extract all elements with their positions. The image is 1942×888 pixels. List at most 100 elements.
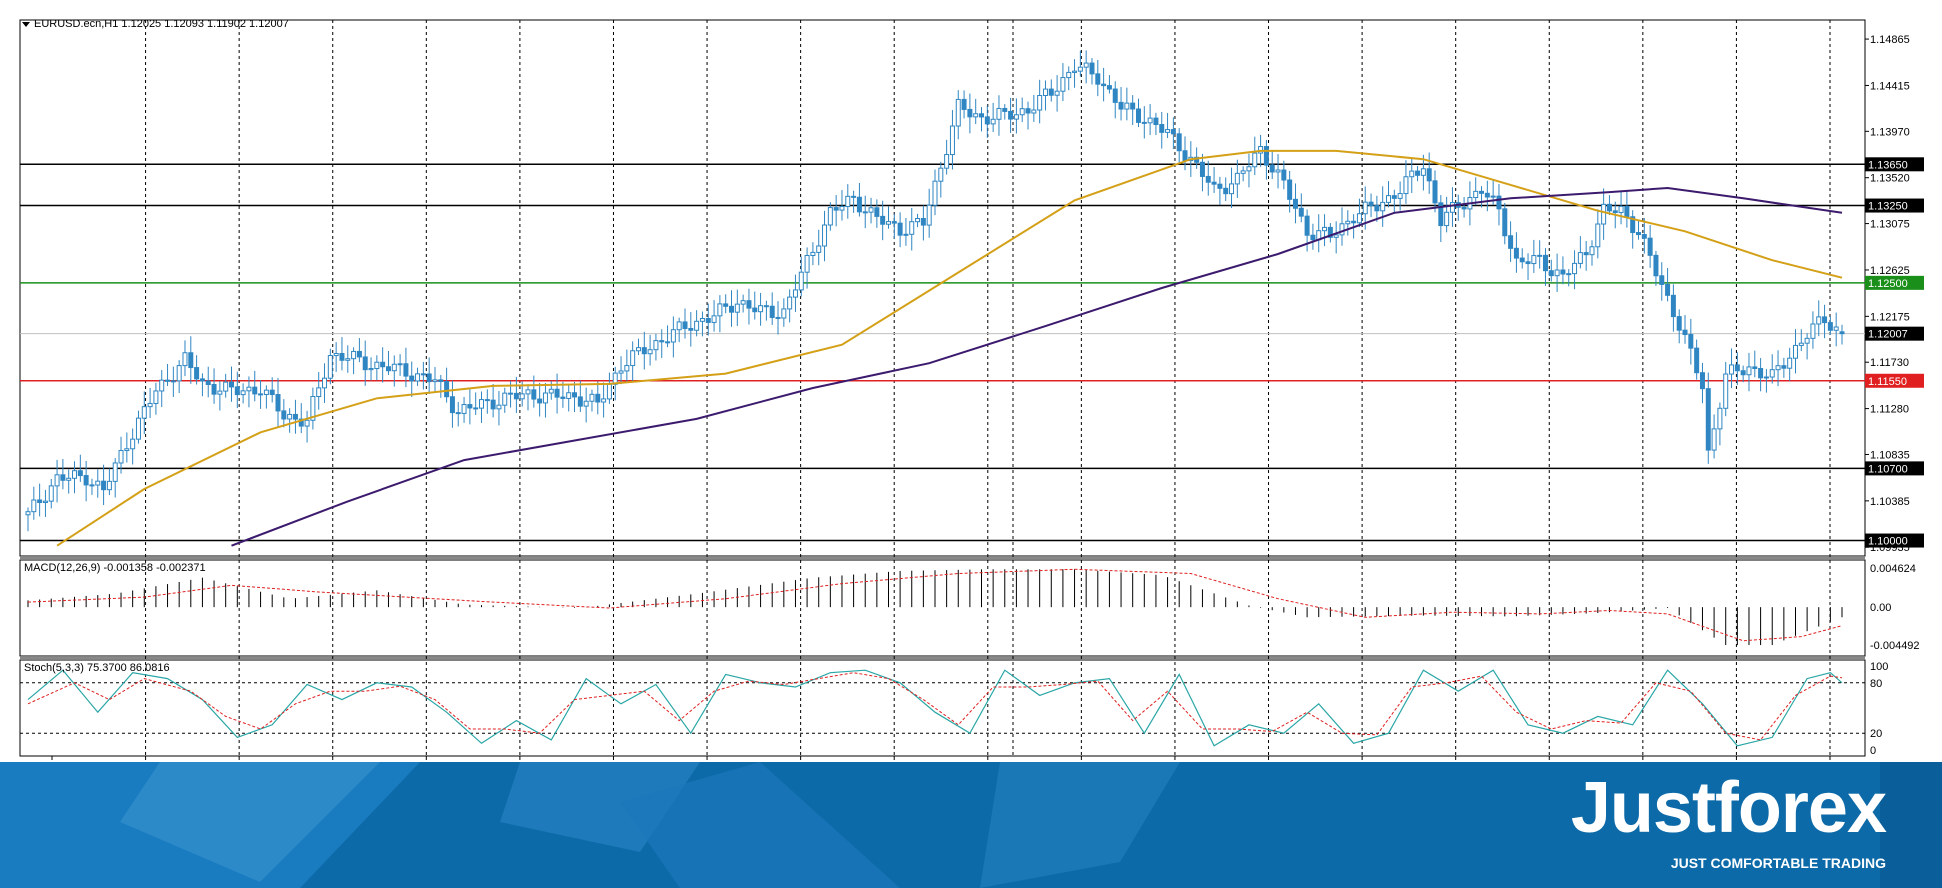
- candle-body: [101, 480, 107, 491]
- stoch-axis-label: 0: [1870, 745, 1876, 757]
- candle-body: [473, 407, 479, 410]
- macd-label: MACD(12,26,9) -0.001358 -0.002371: [24, 562, 206, 574]
- candle-body: [1502, 208, 1508, 237]
- candle-body: [403, 363, 409, 377]
- candle-body: [1810, 323, 1816, 339]
- candle-body: [444, 381, 450, 398]
- candle-body: [560, 396, 566, 399]
- candle-body: [798, 271, 804, 291]
- candle-body: [205, 380, 211, 385]
- candle-body: [868, 207, 874, 213]
- candle-body: [1775, 365, 1781, 371]
- candle-body: [374, 361, 380, 370]
- candle-body: [1763, 376, 1769, 379]
- candle-body: [659, 340, 665, 343]
- candle-body: [1630, 216, 1636, 234]
- candle-body: [1019, 108, 1025, 116]
- candle-body: [833, 207, 839, 211]
- candle-body: [1449, 202, 1455, 213]
- candle-body: [106, 480, 112, 491]
- candle-body: [810, 251, 816, 257]
- candle-body: [130, 438, 136, 450]
- candle-body: [1391, 195, 1397, 199]
- candle-body: [688, 327, 694, 331]
- candle-body: [1676, 316, 1682, 331]
- candle-body: [1252, 152, 1258, 168]
- candle-body: [897, 222, 903, 236]
- candle-body: [490, 399, 496, 410]
- price-level-label: 1.12007: [1868, 329, 1908, 341]
- candle-body: [1298, 207, 1304, 217]
- candle-body: [694, 320, 700, 331]
- candle-body: [1758, 368, 1764, 379]
- candle-body: [990, 118, 996, 125]
- candle-body: [1694, 347, 1700, 374]
- candle-body: [1583, 252, 1589, 256]
- candle-body: [263, 389, 269, 396]
- candle-body: [380, 361, 386, 368]
- candle-body: [1176, 133, 1182, 152]
- candle-body: [391, 363, 397, 372]
- candle-body: [1624, 205, 1630, 218]
- candle-body: [1263, 146, 1269, 166]
- candle-body: [95, 480, 101, 486]
- candle-body: [304, 419, 310, 427]
- brand-logo[interactable]: Justforex: [1570, 768, 1887, 848]
- candle-body: [891, 221, 897, 224]
- candle-body: [484, 399, 490, 402]
- candle-body: [856, 196, 862, 213]
- candle-body: [1595, 223, 1601, 248]
- candle-body: [548, 388, 554, 394]
- candle-body: [781, 308, 787, 319]
- symbol-dropdown-icon: [22, 22, 30, 27]
- candle-body: [729, 305, 735, 313]
- main-panel-frame: [19, 19, 1866, 557]
- brand-tagline: JUST COMFORTABLE TRADING: [1670, 855, 1886, 871]
- candle-body: [1647, 237, 1653, 256]
- candle-body: [624, 365, 630, 372]
- candle-body: [287, 413, 293, 420]
- candle-body: [670, 329, 676, 343]
- candle-body: [1769, 369, 1775, 378]
- candle-body: [1327, 226, 1333, 238]
- candle-body: [1531, 255, 1537, 265]
- candle-body: [1827, 322, 1833, 331]
- candle-body: [996, 107, 1002, 120]
- candle-body: [1670, 294, 1676, 318]
- candle-body: [211, 383, 217, 395]
- candle-body: [967, 108, 973, 118]
- stoch-axis-label: 100: [1870, 661, 1888, 673]
- candle-body: [1420, 168, 1426, 176]
- candle-body: [397, 363, 403, 366]
- price-axis-label: 1.12625: [1870, 265, 1910, 277]
- candle-body: [1409, 170, 1415, 178]
- candle-body: [653, 340, 659, 351]
- price-axis-label: 1.12175: [1870, 311, 1910, 323]
- price-level-tag: [1865, 373, 1924, 388]
- candle-body: [804, 255, 810, 273]
- candle-body: [1048, 88, 1054, 96]
- candle-body: [356, 350, 362, 358]
- candle-body: [83, 475, 89, 486]
- candle-body: [862, 211, 868, 214]
- candle-body: [740, 300, 746, 305]
- candle-body: [508, 392, 514, 395]
- candle-body: [1054, 90, 1060, 96]
- candle-body: [176, 365, 182, 382]
- candle-body: [60, 474, 66, 481]
- candle-body: [1490, 195, 1496, 198]
- candle-body: [1380, 201, 1386, 212]
- candle-body: [1606, 203, 1612, 212]
- candle-body: [705, 318, 711, 323]
- candle-body: [1060, 77, 1066, 92]
- candle-body: [449, 396, 455, 414]
- candle-body: [322, 377, 328, 389]
- candle-body: [1560, 269, 1566, 275]
- candle-body: [1438, 202, 1444, 227]
- candle-body: [769, 305, 775, 318]
- candle-body: [734, 303, 740, 313]
- candle-body: [1787, 357, 1793, 369]
- price-level-label: 1.12500: [1868, 278, 1908, 290]
- candle-body: [415, 373, 421, 382]
- price-axis-label: 1.14865: [1870, 34, 1910, 46]
